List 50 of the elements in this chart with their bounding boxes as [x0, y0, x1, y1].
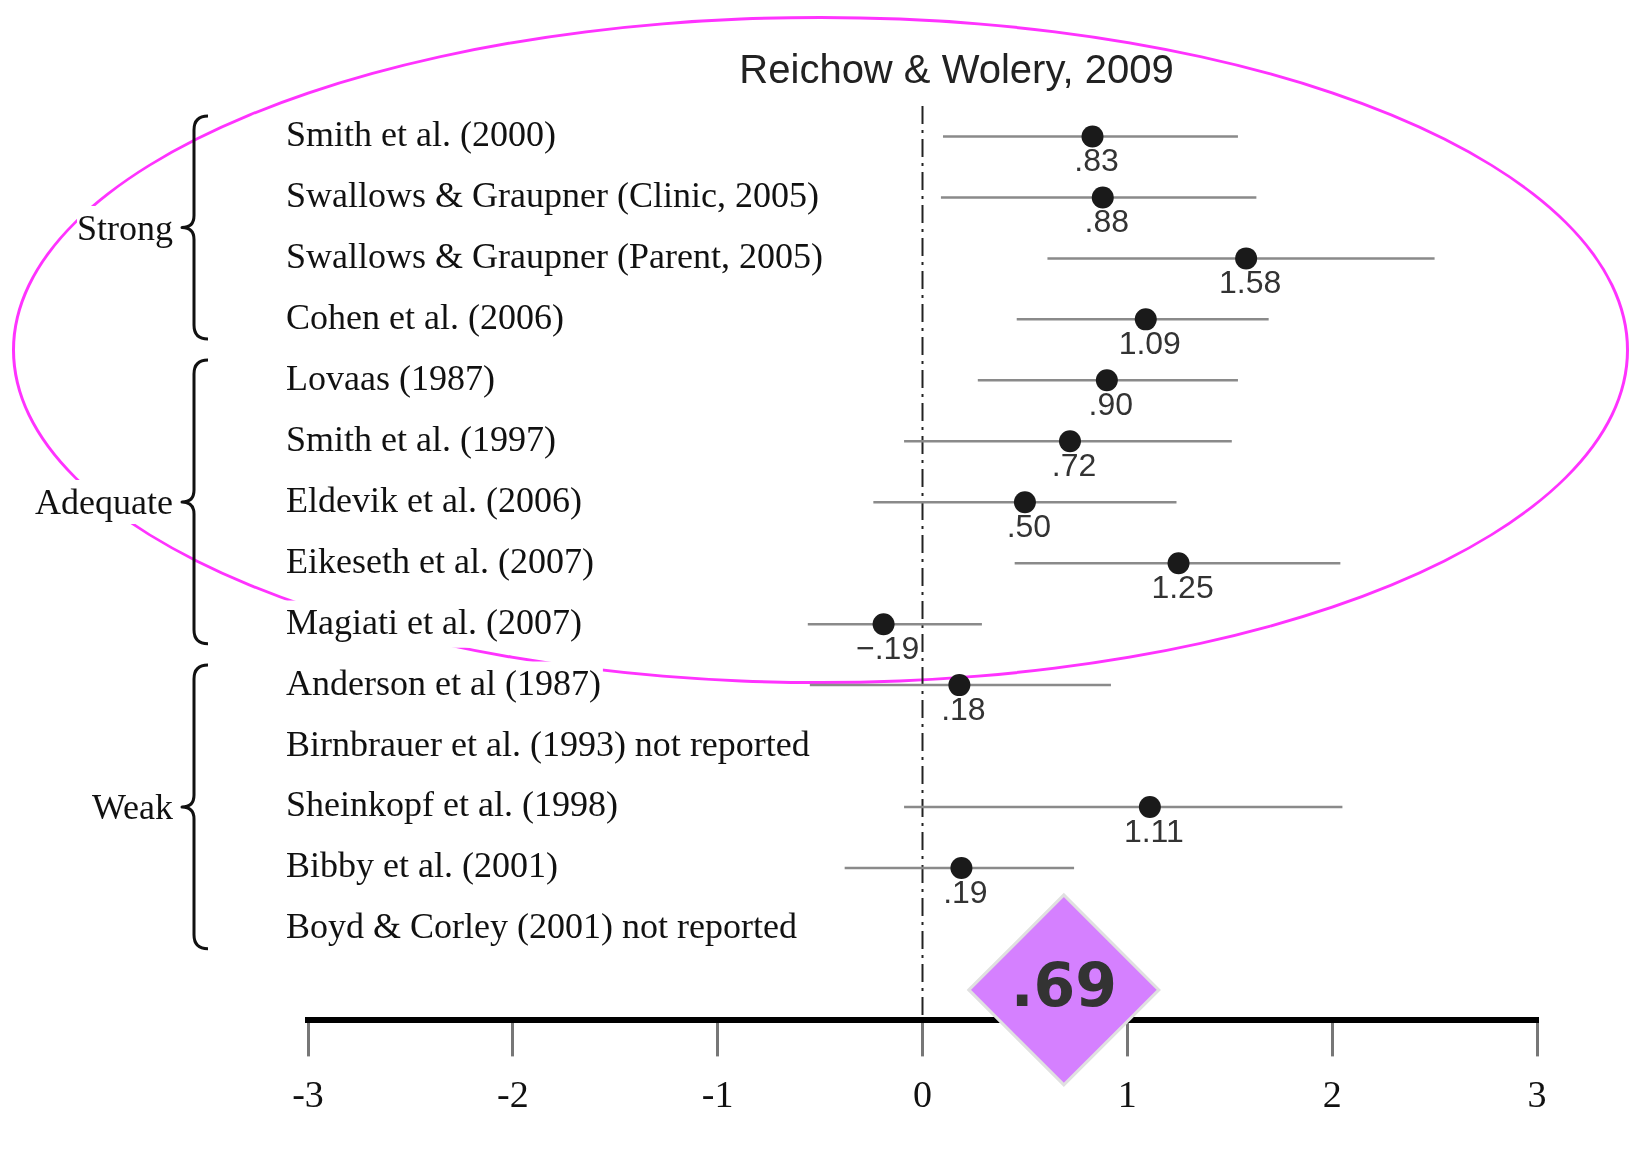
y-tick-label: Smith et al. (2000) — [286, 113, 556, 154]
point — [1081, 125, 1104, 148]
data-label: 1.11 — [1123, 812, 1184, 849]
data-label: 1.58 — [1219, 264, 1282, 301]
chart-title: Reichow & Wolery, 2009 — [739, 47, 1174, 92]
y-tick-label: Sheinkopf et al. (1998) — [286, 784, 618, 825]
text: Adequate — [35, 480, 173, 525]
text: Strong — [76, 205, 173, 250]
y-tick-label: Birnbrauer et al. (1993) not reported — [286, 723, 810, 764]
y-tick-label: Lovaas (1987) — [286, 357, 495, 398]
point — [1013, 491, 1036, 514]
y-tick-label: Smith et al. (1997) — [286, 418, 556, 459]
x-tick-label: 0 — [913, 1073, 932, 1116]
x-tick-label: -1 — [701, 1073, 734, 1116]
y-tick-label: Magiati et al. (2007) — [286, 601, 582, 642]
text: Weak — [91, 785, 173, 830]
data-label: .18 — [941, 690, 986, 727]
point — [1058, 430, 1081, 453]
point — [1235, 247, 1258, 270]
data-label: .19 — [943, 873, 988, 910]
point — [950, 857, 973, 879]
point — [1138, 796, 1161, 819]
y-tick-label: Eikeseth et al. (2007) — [286, 540, 594, 581]
point — [948, 674, 971, 697]
data-label: 1.25 — [1151, 569, 1214, 606]
y-tick-label: Swallows & Graupner (Parent, 2005) — [286, 235, 823, 276]
point — [1167, 552, 1190, 575]
data-label: .88 — [1084, 203, 1129, 240]
y-tick-label: Anderson et al (1987) — [286, 662, 601, 703]
y-tick-label: Eldevik et al. (2006) — [286, 479, 582, 520]
point — [1134, 308, 1157, 331]
x-tick-label: 1 — [1117, 1073, 1137, 1116]
data-label: .69 — [1010, 949, 1117, 1020]
point — [1095, 369, 1118, 392]
data-label: −.19 — [856, 629, 920, 666]
y-tick-label: Bibby et al. (2001) — [286, 845, 558, 886]
data-label: .72 — [1051, 447, 1097, 484]
data-label: .83 — [1074, 142, 1119, 179]
point — [1091, 186, 1114, 209]
y-tick-label: Swallows & Graupner (Clinic, 2005) — [286, 174, 819, 215]
y-tick-label: Boyd & Corley (2001) not reported — [286, 906, 797, 947]
x-tick-label: -3 — [292, 1073, 324, 1116]
data-label: .90 — [1088, 386, 1134, 423]
x-tick-label: 2 — [1322, 1073, 1342, 1116]
data-label: 1.09 — [1118, 325, 1181, 362]
x-tick-label: 3 — [1527, 1073, 1547, 1116]
point — [872, 613, 895, 636]
y-tick-label: Cohen et al. (2006) — [286, 296, 564, 337]
x-tick-label: -2 — [497, 1073, 529, 1116]
data-label: .50 — [1006, 508, 1052, 545]
